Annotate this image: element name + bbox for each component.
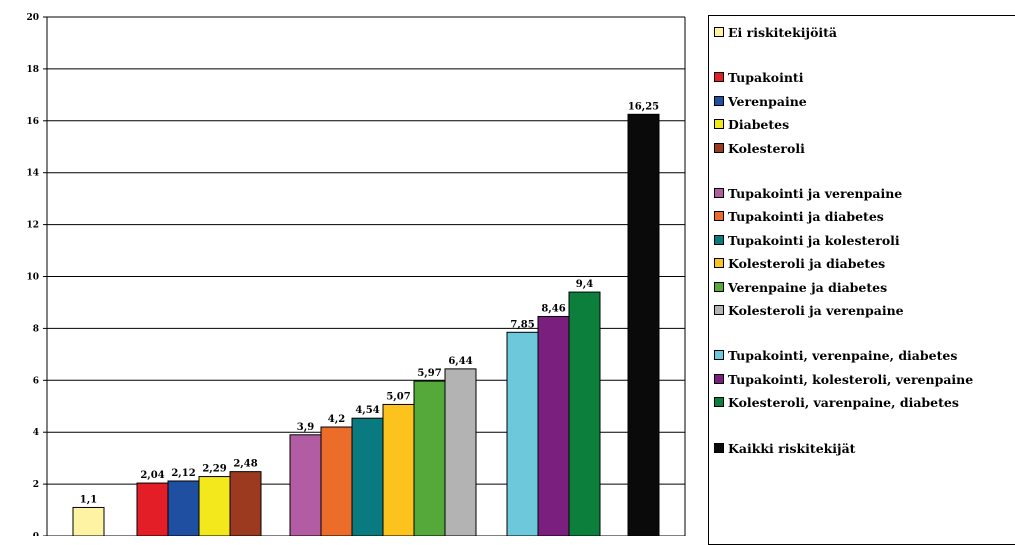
data-label: 5,07 [386, 391, 410, 402]
legend-label: Tupakointi [728, 70, 804, 86]
bar [537, 315, 570, 536]
legend-label: Ei riskitekijöitä [728, 25, 838, 40]
legend-swatch [714, 373, 724, 384]
legend-swatch [714, 188, 724, 198]
legend-item: Kolesteroli ja verenpaine [714, 303, 904, 319]
data-label: 4,54 [355, 405, 379, 416]
data-label: 4,2 [328, 414, 345, 425]
legend-swatch [714, 72, 724, 83]
legend-label: Kolesteroli ja verenpaine [728, 303, 904, 318]
data-label: 6,44 [448, 356, 472, 367]
legend-label: Tupakointi ja diabetes [728, 209, 884, 225]
legend: Ei riskitekijöitä Tupakointi Verenpaine Dia… [708, 15, 1015, 545]
legend-label: Verenpaine ja diabetes [728, 279, 888, 295]
legend-label: Tupakointi ja kolesteroli [728, 232, 900, 248]
legend-item: Tupakointi ja verenpaine [714, 186, 902, 202]
bar [506, 331, 539, 536]
y-tick-label: 20 [26, 13, 39, 23]
legend-swatch [714, 442, 724, 453]
y-tick-label: 6 [33, 376, 39, 386]
legend-label: Verenpaine [728, 93, 807, 109]
bar [320, 426, 353, 536]
data-label: 2,48 [233, 459, 257, 470]
bar [627, 113, 660, 536]
y-tick-label: 14 [26, 169, 39, 179]
legend-label: Tupakointi, verenpaine, diabetes [728, 348, 958, 364]
legend-item: Tupakointi, verenpaine, diabetes [714, 348, 957, 364]
legend-swatch [714, 305, 724, 315]
data-label: 9,4 [576, 279, 593, 290]
legend-swatch [714, 95, 724, 106]
legend-label: Kolesteroli ja diabetes [728, 256, 886, 272]
bar [289, 434, 322, 536]
y-tick-label: 10 [26, 273, 39, 283]
legend-swatch [714, 234, 724, 245]
legend-item: Verenpaine [714, 94, 807, 110]
legend-swatch [714, 211, 724, 222]
y-tick-label: 2 [33, 480, 39, 490]
legend-swatch [714, 27, 724, 37]
legend-item: Ei riskitekijöitä [714, 25, 837, 41]
data-label: 2,12 [171, 468, 195, 479]
legend-item: Diabetes [714, 117, 789, 133]
legend-label: Tupakointi ja verenpaine [728, 186, 903, 201]
bar [229, 471, 262, 536]
y-tick-label: 16 [26, 117, 39, 127]
legend-swatch [714, 258, 724, 269]
bar [198, 476, 231, 536]
data-label: 2,29 [202, 464, 226, 475]
data-label: 16,25 [628, 101, 659, 112]
legend-label: Kaikki riskitekijät [728, 440, 856, 456]
legend-label: Tupakointi, kolesteroli, verenpaine [728, 371, 974, 387]
bar [382, 403, 415, 536]
y-tick-label: 18 [26, 65, 39, 75]
legend-item: Tupakointi [714, 70, 803, 86]
legend-item: Kolesteroli, varenpaine, diabetes [714, 395, 959, 411]
legend-swatch [714, 142, 724, 153]
legend-swatch [714, 281, 724, 292]
data-label: 8,46 [541, 303, 565, 314]
y-tick-label: 8 [33, 324, 39, 334]
y-tick-label: 12 [26, 221, 39, 231]
legend-swatch [714, 397, 724, 408]
bar [72, 506, 105, 536]
data-label: 2,04 [140, 470, 164, 481]
legend-swatch [714, 119, 724, 130]
data-label: 1,1 [80, 494, 97, 505]
legend-item: Kaikki riskitekijät [714, 441, 855, 457]
y-tick-label: 4 [33, 428, 39, 438]
bar [136, 482, 169, 536]
y-tick-label: 0 [33, 532, 39, 536]
legend-item: Tupakointi ja diabetes [714, 209, 884, 225]
bar [167, 480, 200, 536]
legend-label: Diabetes [728, 117, 790, 133]
bar-chart: 0 2 4 6 8 10 12 14 16 18 20 1,1 2,04 2,12 2,29 2,48 3,9 4… [26, 13, 686, 536]
legend-item: Verenpaine ja diabetes [714, 280, 887, 296]
legend-item: Kolesteroli [714, 141, 805, 157]
bar [413, 380, 446, 536]
legend-item: Kolesteroli ja diabetes [714, 256, 885, 272]
legend-label: Kolesteroli, varenpaine, diabetes [728, 395, 959, 411]
legend-item: Tupakointi, kolesteroli, verenpaine [714, 372, 973, 388]
bar [568, 291, 601, 536]
bar [444, 368, 477, 536]
bar [351, 417, 384, 536]
data-label: 3,9 [297, 422, 314, 433]
legend-item: Tupakointi ja kolesteroli [714, 233, 900, 249]
legend-label: Kolesteroli [728, 140, 805, 156]
data-label: 5,97 [417, 368, 441, 379]
data-label: 7,85 [510, 319, 534, 330]
legend-swatch [714, 350, 724, 361]
